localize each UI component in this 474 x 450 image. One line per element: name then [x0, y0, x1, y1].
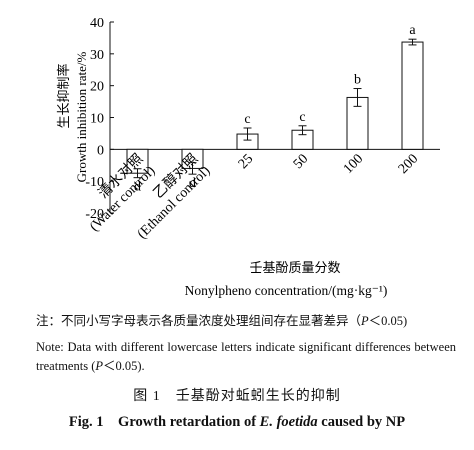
x-tick-label: 200 [396, 152, 421, 177]
x-tick-label-line: 50 [291, 152, 312, 173]
significance-letter: a [409, 23, 416, 38]
x-tick-label: 100 [341, 152, 366, 177]
bars-group: d d c c b a [126, 23, 424, 195]
note-en-prefix: Note: Data with different lowercase lett… [36, 340, 456, 373]
note-zh-prefix: 注：不同小写字母表示各质量浓度处理组间存在显著差异（ [36, 314, 362, 328]
significance-letter: d [134, 180, 141, 195]
caption-en-suffix: caused by NP [317, 414, 406, 430]
bar [401, 41, 424, 150]
y-tick-label: 40 [90, 16, 104, 31]
x-axis-label-en: Nonylpheno concentration/(mg·kg⁻¹) [185, 283, 388, 298]
y-tick-label: -20 [85, 207, 104, 222]
y-axis-label-en: Growth inhibition rate/% [74, 51, 89, 182]
y-tick-label: 10 [90, 112, 104, 127]
bar-chart: -20 -10 0 10 20 30 40 d d c c b a 清水对照(Water contro… [56, 16, 440, 298]
significance-letter: b [354, 73, 361, 88]
x-tick-label-line: 200 [396, 152, 421, 177]
significance-letter: c [299, 110, 305, 125]
y-axis-ticks: -20 -10 0 10 20 30 40 [85, 16, 114, 222]
y-tick-label: 20 [90, 80, 104, 95]
caption-en-prefix: Fig. 1 Growth retardation of [68, 414, 260, 430]
x-tick-label: 25 [236, 152, 257, 173]
x-category-labels: 清水对照(Water control)乙醇对照(Ethanol control)… [87, 150, 421, 242]
y-tick-label: 0 [97, 143, 104, 158]
caption-en-species: E. foetida [259, 414, 318, 430]
note-zh-suffix: ＜0.05) [368, 314, 408, 328]
note-en-p: P [95, 359, 103, 373]
figure-caption-zh: 图 1 壬基酚对蚯蚓生长的抑制 [133, 389, 341, 404]
y-tick-label: -10 [85, 175, 104, 190]
x-tick-label-line: 25 [236, 152, 257, 173]
figure-caption-en: Fig. 1 Growth retardation of E. foetida … [0, 410, 474, 431]
x-axis-label-zh: 壬基酚质量分数 [249, 261, 340, 276]
significance-letter: c [244, 112, 250, 127]
significance-letter: d [189, 176, 196, 191]
x-tick-label: 50 [291, 152, 312, 173]
x-tick-label-line: 100 [341, 152, 366, 177]
note-en-suffix: ＜0.05). [103, 359, 145, 373]
y-tick-label: 30 [90, 48, 104, 63]
note-english: Note: Data with different lowercase lett… [36, 338, 456, 376]
note-chinese: 注：不同小写字母表示各质量浓度处理组间存在显著差异（P＜0.05) [36, 312, 456, 331]
y-axis-label-zh: 生长抑制率 [56, 63, 72, 128]
note-zh-p: P [361, 314, 369, 328]
